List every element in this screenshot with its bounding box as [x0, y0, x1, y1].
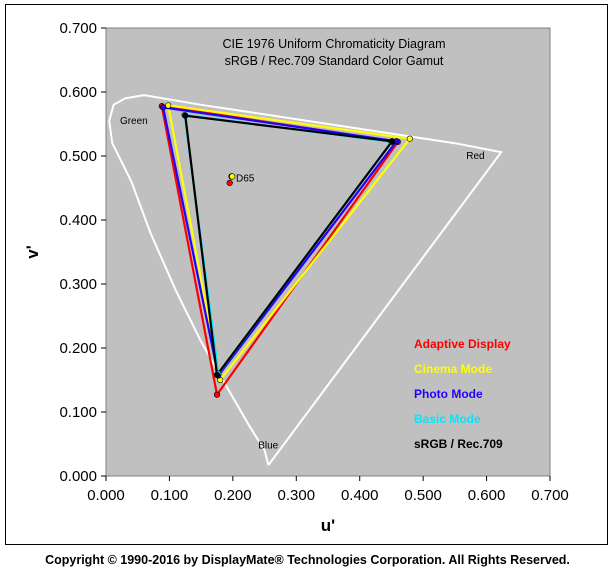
y-tick-label: 0.400	[59, 212, 97, 229]
x-tick-label: 0.300	[278, 487, 316, 504]
x-tick-label: 0.600	[468, 487, 506, 504]
region-label-green: Green	[120, 116, 148, 127]
legend-entry: Basic Mode	[414, 412, 481, 426]
region-label-d65: D65	[236, 174, 255, 185]
gamut-cinema-mode	[166, 104, 412, 383]
gamut-srgb-rec-709	[184, 114, 395, 378]
x-tick-label: 0.400	[341, 487, 379, 504]
gamut-photo-mode	[161, 106, 399, 379]
x-axis-title: u'	[321, 516, 335, 535]
legend-entry: sRGB / Rec.709	[414, 437, 503, 451]
y-axis: 0.000 0.100 0.200 0.300 0.400 0.500 0.600 0.700	[59, 20, 106, 485]
y-tick-label: 0.600	[59, 84, 97, 101]
y-tick-label: 0.100	[59, 404, 97, 421]
primary-point	[406, 135, 413, 142]
y-tick-label: 0.000	[59, 468, 97, 485]
white-point	[226, 179, 233, 186]
primary-point	[213, 391, 221, 398]
y-tick-label: 0.300	[59, 276, 97, 293]
primary-point	[165, 102, 172, 109]
region-label-red: Red	[466, 151, 484, 162]
legend-entry: Cinema Mode	[414, 362, 492, 376]
chromaticity-chart: 0.000 0.100 0.200 0.300 0.400 0.500 0.600 0.700…	[23, 20, 569, 535]
x-tick-label: 0.200	[214, 487, 252, 504]
primary-point	[159, 104, 167, 111]
primary-point	[213, 371, 221, 378]
primary-point	[182, 112, 189, 119]
plot-area	[105, 27, 551, 477]
region-label-blue: Blue	[258, 440, 278, 451]
y-tick-label: 0.700	[59, 20, 97, 37]
copyright-notice: Copyright © 1990-2016 by DisplayMate® Te…	[45, 553, 570, 567]
gamut-triangles	[158, 102, 413, 398]
x-tick-label: 0.700	[531, 487, 569, 504]
y-axis-title: v'	[23, 245, 42, 259]
legend-entry: Adaptive Display	[414, 337, 511, 351]
y-tick-label: 0.200	[59, 340, 97, 357]
chart-subtitle: sRGB / Rec.709 Standard Color Gamut	[225, 54, 444, 68]
chart-title: CIE 1976 Uniform Chromaticity Diagram	[223, 37, 446, 51]
legend-entry: Photo Mode	[414, 387, 483, 401]
white-point	[229, 173, 236, 180]
primary-point	[388, 138, 396, 145]
x-axis: 0.000 0.100 0.200 0.300 0.400 0.500 0.600 0.700	[87, 476, 569, 504]
x-tick-label: 0.100	[151, 487, 189, 504]
y-tick-label: 0.500	[59, 148, 97, 165]
x-tick-label: 0.000	[87, 487, 125, 504]
x-tick-label: 0.500	[404, 487, 442, 504]
legend: Adaptive Display Cinema Mode Photo Mode Bas…	[414, 337, 511, 451]
region-labels: Green Red Blue D65	[120, 116, 485, 451]
